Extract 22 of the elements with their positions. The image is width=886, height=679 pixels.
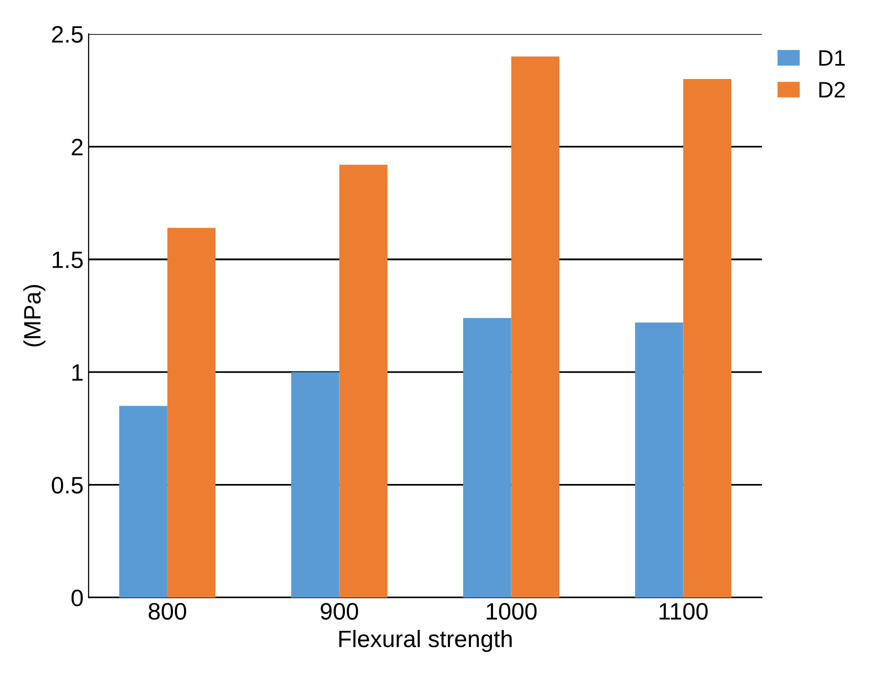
x-tick-label: 1100 bbox=[660, 603, 708, 620]
y-tick-label: 2.5 bbox=[52, 26, 83, 43]
bar bbox=[167, 228, 216, 598]
y-axis-title: (MPa) bbox=[23, 285, 46, 346]
bar bbox=[635, 322, 684, 598]
bar bbox=[291, 372, 340, 598]
y-tick-label: 1.5 bbox=[52, 252, 83, 268]
x-tick-label: 1000 bbox=[486, 603, 537, 620]
bar bbox=[339, 164, 388, 598]
bar bbox=[683, 79, 732, 598]
legend-label: D2 bbox=[819, 82, 845, 98]
bar bbox=[511, 56, 560, 598]
legend-label: D1 bbox=[819, 50, 845, 66]
bar bbox=[463, 318, 512, 598]
x-tick-label: 800 bbox=[148, 603, 186, 620]
y-tick-label: 1 bbox=[72, 364, 83, 381]
y-tick-label: 0 bbox=[72, 590, 83, 606]
y-tick-label: 2 bbox=[72, 138, 83, 156]
y-tick-label: 0.5 bbox=[52, 476, 83, 494]
x-tick-label: 900 bbox=[320, 603, 358, 620]
x-axis-title: Flexural strength bbox=[339, 630, 512, 652]
bar bbox=[119, 406, 168, 598]
